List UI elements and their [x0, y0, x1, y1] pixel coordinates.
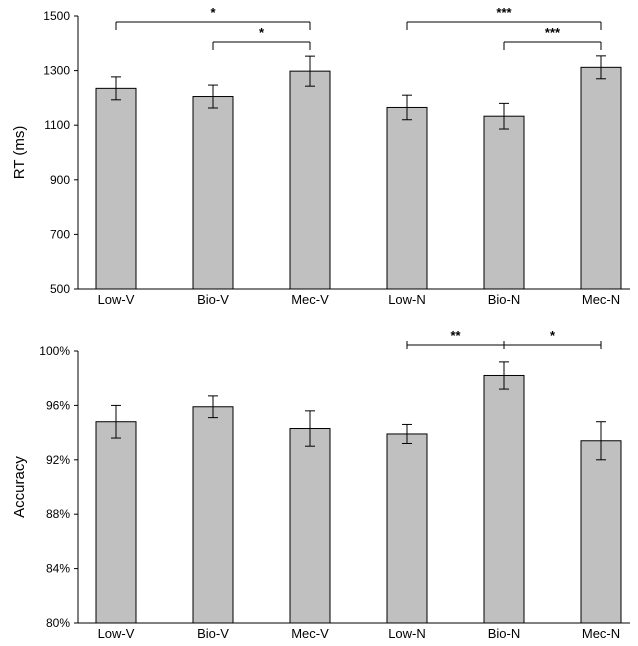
chart1-y-tick-label: 1300 [43, 64, 70, 78]
chart2-bar [483, 374, 525, 624]
chart2-sig-label: ** [450, 328, 461, 343]
chart1-y-tick-label: 1500 [43, 9, 70, 23]
chart1-y-tick-label: 1100 [44, 118, 70, 132]
chart2-bar [386, 433, 428, 624]
chart1-bar [95, 87, 137, 290]
chart2-y-tick-label: 80% [46, 616, 70, 630]
chart1-sig-label: * [210, 5, 216, 20]
chart2-y-tick-label: 88% [46, 507, 70, 521]
chart2-category-label: Bio-N [488, 626, 521, 641]
chart1-y-tick-label: 700 [50, 227, 70, 241]
chart2-bar [289, 428, 331, 624]
chart2-category-label: Low-V [98, 626, 135, 641]
chart2-bar [192, 406, 234, 624]
chart1-sig-label: *** [545, 25, 561, 40]
chart1-bar [386, 106, 428, 290]
chart2-y-tick-label: 100% [39, 344, 70, 358]
chart1-category-label: Mec-N [582, 292, 620, 307]
chart1-y-tick-label: 900 [50, 173, 70, 187]
chart1-bar [289, 70, 331, 290]
chart2-sig-label: * [550, 328, 556, 343]
chart1-y-tick-label: 500 [50, 282, 70, 296]
chart2-bar [580, 440, 622, 624]
chart2-category-label: Bio-V [197, 626, 229, 641]
chart1-bar [483, 115, 525, 290]
chart2-y-tick-label: 92% [46, 453, 70, 467]
chart2-y-tick-label: 96% [46, 398, 70, 412]
chart1-bar [580, 66, 622, 290]
chart1-bar [192, 96, 234, 290]
chart1-category-label: Mec-V [291, 292, 329, 307]
chart2-bar [95, 421, 137, 624]
chart1-sig-label: *** [496, 5, 512, 20]
chart2-category-label: Low-N [388, 626, 426, 641]
chart1-sig-label: * [259, 25, 265, 40]
chart1-category-label: Low-N [388, 292, 426, 307]
chart1-category-label: Low-V [98, 292, 135, 307]
chart2-category-label: Mec-N [582, 626, 620, 641]
chart2-y-axis-label: Accuracy [11, 456, 28, 518]
chart2-y-tick-label: 84% [46, 562, 70, 576]
chart2-category-label: Mec-V [291, 626, 329, 641]
chart1-category-label: Bio-V [197, 292, 229, 307]
chart1-y-axis-label: RT (ms) [11, 126, 28, 180]
chart1-category-label: Bio-N [488, 292, 521, 307]
